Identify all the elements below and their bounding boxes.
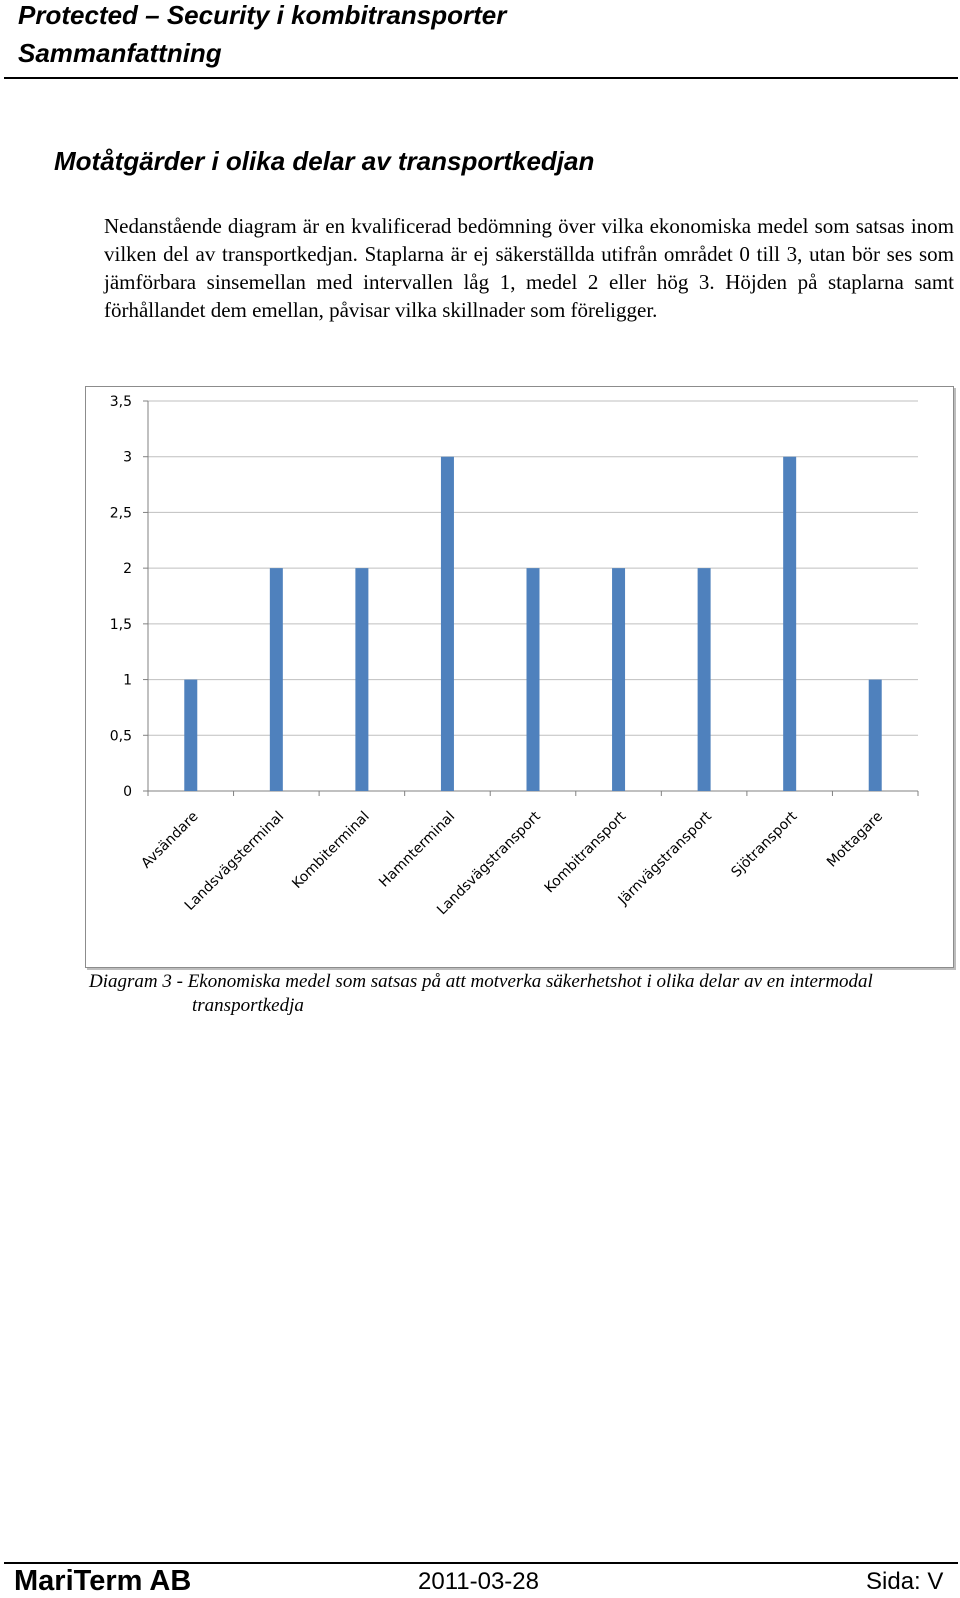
- bar-5: [526, 568, 540, 791]
- footer-date: 2011-03-28: [418, 1568, 539, 1595]
- bar-9: [868, 679, 882, 791]
- y-tick-label: 3,5: [110, 394, 132, 410]
- footer-company: MariTerm AB: [14, 1565, 192, 1597]
- x-category-label: Järnvägstransport: [615, 808, 716, 909]
- section-heading: Motåtgärder i olika delar av transportke…: [54, 146, 595, 176]
- bar-6: [612, 568, 626, 791]
- y-tick-label: 2,5: [110, 505, 132, 521]
- y-tick-label: 0,5: [110, 728, 132, 744]
- x-category-label: Landsvägsterminal: [182, 809, 287, 914]
- figure-caption: Diagram 3 - Ekonomiska medel som satsas …: [89, 971, 873, 1016]
- document-header-title: Protected – Security i kombitransporter: [18, 0, 507, 30]
- y-tick-label: 1: [123, 673, 132, 689]
- x-category-label: Sjötransport: [728, 808, 801, 881]
- x-category-label: Kombitransport: [542, 808, 630, 896]
- document-header-subtitle: Sammanfattning: [18, 38, 222, 68]
- y-tick-label: 2: [123, 561, 132, 577]
- x-category-label: Mottagare: [824, 809, 886, 871]
- footer-page-number: Sida: V: [866, 1568, 944, 1595]
- bar-4: [440, 456, 454, 791]
- x-category-label: Kombiterminal: [289, 809, 372, 892]
- bar-chart-svg: 0 0,5 1 1,5 2 2,5 3 3,5 AvsändareLandsvägstermin…: [110, 394, 919, 918]
- x-category-label: Hamnterminal: [376, 809, 458, 891]
- x-category-label: Avsändare: [138, 809, 201, 872]
- bar-1: [184, 679, 198, 791]
- bar-8: [783, 456, 797, 791]
- header-divider: [4, 77, 958, 79]
- bar-chart: 0 0,5 1 1,5 2 2,5 3 3,5 Avsändare Landsvägstermin…: [85, 386, 954, 968]
- body-paragraph: Nedanstående diagram är en kvalificerad …: [104, 214, 954, 322]
- y-tick-label: 0: [123, 784, 132, 800]
- bar-2: [269, 568, 283, 791]
- y-tick-label: 1,5: [110, 617, 132, 633]
- bar-7: [697, 568, 711, 791]
- bar-3: [355, 568, 369, 791]
- y-tick-label: 3: [123, 450, 132, 466]
- footer-divider: [4, 1562, 958, 1564]
